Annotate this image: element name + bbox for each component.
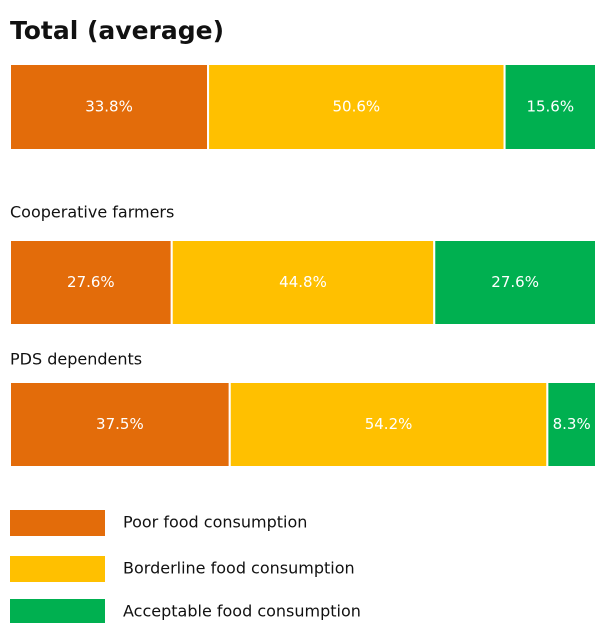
legend-label: Poor food consumption <box>123 513 307 532</box>
bar-segment <box>546 381 596 468</box>
value-label: 54.2% <box>365 415 413 433</box>
legend-swatch <box>10 599 105 623</box>
bar-segment <box>433 239 596 326</box>
category-label: PDS dependents <box>10 350 142 369</box>
value-label: 27.6% <box>67 273 115 291</box>
legend-swatch <box>10 510 105 536</box>
value-label: 8.3% <box>553 415 591 433</box>
value-label: 15.6% <box>526 98 574 116</box>
bar-segment <box>170 239 436 326</box>
category-label: Total (average) <box>10 16 224 45</box>
value-label: 37.5% <box>96 415 144 433</box>
legend-label: Borderline food consumption <box>123 559 355 578</box>
value-label: 50.6% <box>332 98 380 116</box>
bar-segment <box>9 239 173 326</box>
value-label: 44.8% <box>279 273 327 291</box>
bar-segment <box>207 63 506 151</box>
category-label: Cooperative farmers <box>10 203 174 222</box>
legend-swatch <box>10 556 105 582</box>
bar-segment <box>9 63 210 151</box>
bar-segment <box>503 63 596 151</box>
value-label: 33.8% <box>85 98 133 116</box>
bar-segment <box>228 381 549 468</box>
legend-label: Acceptable food consumption <box>123 602 361 621</box>
value-label: 27.6% <box>491 273 539 291</box>
